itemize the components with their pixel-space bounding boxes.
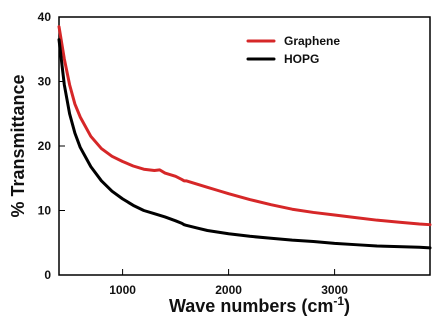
x-axis-title-main: Wave numbers (cm <box>169 296 333 316</box>
y-tick-label: 30 <box>38 75 52 89</box>
y-tick-label: 40 <box>38 10 52 24</box>
plot-frame <box>58 16 431 276</box>
x-tick-label: 2000 <box>215 283 242 297</box>
legend-label-hopg: HOPG <box>284 52 319 66</box>
data-series <box>57 25 432 250</box>
series-line-graphene <box>57 25 432 227</box>
y-tick-label: 20 <box>38 139 52 153</box>
plot-area <box>58 16 431 276</box>
legend: Graphene HOPG <box>246 34 340 66</box>
y-axis-title: % Transmittance <box>8 74 28 217</box>
y-tick-label: 10 <box>38 204 52 218</box>
x-tick-label: 3000 <box>321 283 348 297</box>
x-tick-label: 1000 <box>109 283 136 297</box>
x-axis-title-closing: ) <box>344 296 350 316</box>
legend-label-graphene: Graphene <box>284 34 340 48</box>
series-line-hopg <box>57 38 432 250</box>
x-axis-title-superscript: -1 <box>333 294 344 308</box>
y-tick-label: 0 <box>44 268 51 282</box>
x-axis-title: Wave numbers (cm-1) <box>169 294 350 316</box>
